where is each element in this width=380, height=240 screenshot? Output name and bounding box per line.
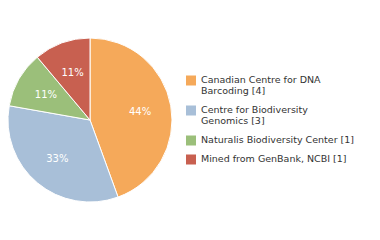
legend-label-line: Centre for Biodiversity [201, 104, 308, 115]
data-labels: 44% 33% 11% 11% [35, 67, 151, 165]
legend-swatch [186, 136, 196, 146]
data-label: 44% [129, 106, 151, 117]
legend-swatch [186, 76, 196, 86]
data-label: 33% [46, 153, 68, 164]
legend-label-line: Genomics [3] [201, 115, 265, 126]
legend-item: Canadian Centre for DNABarcoding [4] [186, 74, 321, 96]
legend-label: Naturalis Biodiversity Center [1] [201, 134, 354, 145]
legend-label-line: Naturalis Biodiversity Center [1] [201, 134, 354, 145]
data-label: 11% [35, 89, 57, 100]
legend-item: Mined from GenBank, NCBI [1] [186, 153, 347, 164]
pie-slice [37, 38, 90, 120]
chart: 44% 33% 11% 11% Canadian Centre for DNABarco… [0, 0, 380, 240]
legend: Canadian Centre for DNABarcoding [4] Cent… [186, 74, 354, 164]
pie [8, 38, 172, 202]
legend-swatch [186, 106, 196, 116]
legend-item: Naturalis Biodiversity Center [1] [186, 134, 354, 145]
legend-swatch [186, 155, 196, 165]
legend-label: Canadian Centre for DNABarcoding [4] [201, 74, 321, 96]
legend-label-line: Barcoding [4] [201, 85, 265, 96]
legend-label: Mined from GenBank, NCBI [1] [201, 153, 347, 164]
legend-label-line: Mined from GenBank, NCBI [1] [201, 153, 347, 164]
legend-label: Centre for BiodiversityGenomics [3] [201, 104, 308, 126]
legend-item: Centre for BiodiversityGenomics [3] [186, 104, 308, 126]
legend-label-line: Canadian Centre for DNA [201, 74, 321, 85]
pie-slice [8, 106, 118, 202]
data-label: 11% [61, 67, 83, 78]
